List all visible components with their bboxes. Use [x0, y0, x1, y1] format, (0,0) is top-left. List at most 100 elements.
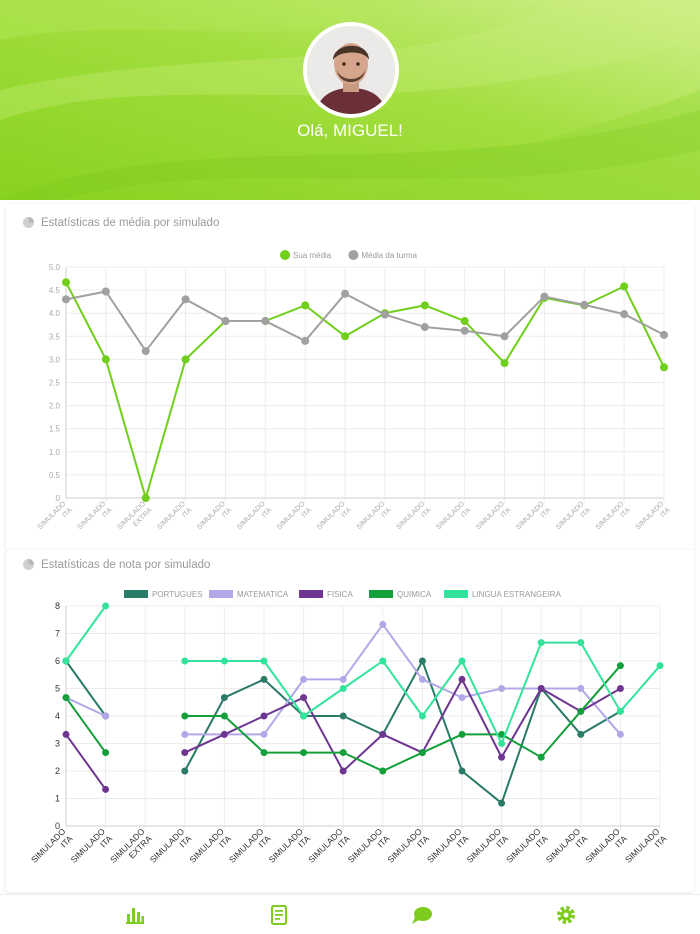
data-point [181, 355, 190, 364]
legend-label: Sua média [293, 251, 332, 260]
data-point [620, 282, 629, 291]
y-tick-label: 1.0 [49, 448, 61, 457]
y-tick-label: 2.0 [49, 402, 61, 411]
data-point [458, 694, 466, 702]
data-point [498, 685, 506, 692]
media-line-chart: 0 0.5 1.0 1.5 2.0 2.5 3.0 3.5 4.0 4.5 5.0 SIMULADOI… [37, 250, 672, 531]
data-point [420, 323, 429, 332]
tab-stats[interactable] [123, 903, 147, 927]
data-point [577, 730, 585, 738]
data-point [62, 694, 70, 702]
data-point [301, 336, 310, 345]
data-point [379, 657, 387, 665]
greeting-text: Olá, MIGUEL! [297, 121, 403, 140]
data-point [616, 662, 624, 670]
series-line [65, 622, 622, 736]
notas-stats-card: Estatísticas de nota por simulado 0 1 2 3 4 5… [6, 550, 694, 892]
chat-bubble-icon [412, 907, 432, 924]
data-point [260, 730, 268, 738]
data-point [660, 330, 668, 339]
tab-exams[interactable] [267, 903, 291, 927]
data-point [339, 712, 347, 720]
legend-label: MATEMATICA [237, 590, 289, 599]
profile-header: Olá, MIGUEL! [0, 0, 700, 200]
data-point [379, 767, 387, 775]
data-point [300, 749, 308, 757]
y-tick-label: 2 [55, 766, 60, 776]
data-point [577, 685, 585, 692]
document-icon [271, 905, 287, 925]
data-point [181, 295, 190, 304]
y-tick-label: 7 [55, 629, 60, 639]
data-point [418, 675, 426, 683]
data-point [220, 694, 228, 702]
y-tick-label: 2.5 [49, 379, 61, 388]
data-point [500, 332, 509, 341]
y-tick-label: 1.5 [49, 425, 61, 434]
data-point [300, 694, 308, 702]
y-tick-label: 3.0 [49, 355, 61, 364]
legend-marker [124, 590, 148, 598]
avatar[interactable] [303, 22, 399, 118]
legend-label: PORTUGUES [152, 590, 203, 599]
y-tick-label: 5.0 [49, 263, 61, 272]
data-point [616, 685, 624, 692]
y-tick-label: 8 [55, 601, 60, 611]
legend-label: FISICA [327, 590, 353, 599]
series-line [65, 290, 665, 353]
data-point [418, 712, 426, 720]
data-point [220, 712, 228, 720]
data-point [458, 730, 466, 738]
data-point [62, 295, 70, 304]
media-stats-title: Estatísticas de média por simulado [41, 216, 220, 229]
y-tick-label: 0 [55, 821, 60, 831]
y-tick-label: 1 [55, 794, 60, 804]
tab-settings[interactable] [554, 903, 578, 927]
y-tick-label: 0.5 [49, 471, 61, 480]
data-point [102, 749, 110, 757]
data-point [300, 712, 308, 720]
user-photo [307, 26, 395, 114]
data-point [498, 753, 506, 761]
data-point [220, 730, 228, 738]
data-point [102, 602, 110, 610]
chart-pie-icon [23, 217, 34, 228]
series-line [65, 658, 621, 805]
data-point [260, 712, 268, 720]
data-point [141, 494, 150, 502]
legend-label: QUIMICA [397, 590, 432, 599]
data-point [577, 707, 585, 715]
legend-marker [280, 250, 290, 260]
y-tick-label: 4 [55, 711, 60, 721]
legend-label: LINGUA ESTRANGEIRA [472, 590, 562, 599]
notas-stats-title: Estatísticas de nota por simulado [41, 558, 211, 571]
data-point [339, 767, 347, 775]
data-point [101, 355, 110, 364]
series-line [65, 677, 621, 791]
data-point [460, 326, 469, 335]
data-point [300, 675, 308, 683]
data-point [537, 639, 545, 647]
data-point [500, 359, 509, 368]
tab-chat[interactable] [410, 903, 434, 927]
data-point [62, 657, 70, 665]
y-tick-label: 5 [55, 684, 60, 694]
notas-line-chart: 012345678SIMULADOITASIMULADOITASIMULADOE… [29, 590, 669, 865]
